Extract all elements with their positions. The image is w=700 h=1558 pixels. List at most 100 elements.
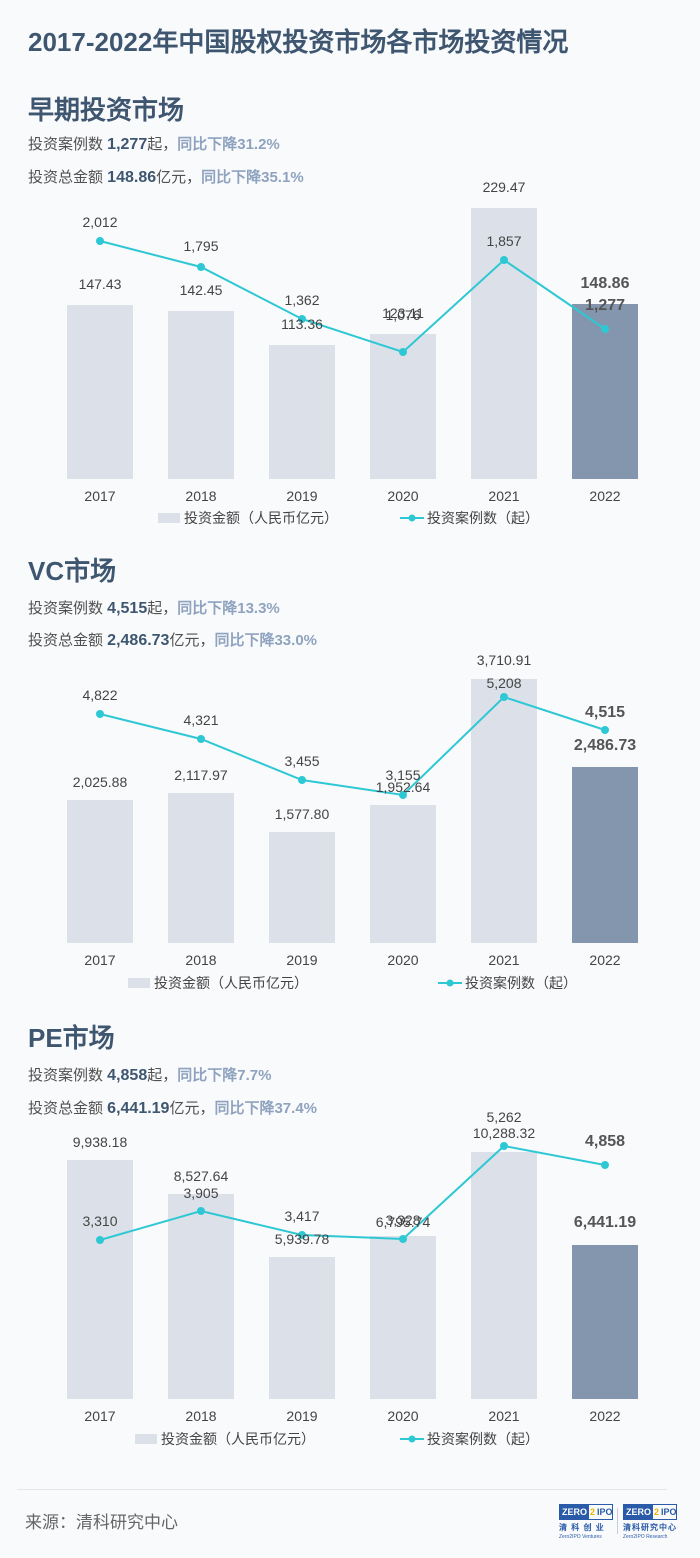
stat-cases-early: 投资案例数 1,277起，同比下降31.2% bbox=[28, 133, 280, 154]
stat-unit: 亿元， bbox=[156, 169, 202, 186]
stat-value: 148.86 bbox=[107, 169, 157, 186]
stat-unit: 起， bbox=[147, 1067, 178, 1084]
stat-value: 2,486.73 bbox=[107, 632, 170, 649]
source-note: 来源：清科研究中心 bbox=[25, 1513, 178, 1532]
line-value-label: 5,262 bbox=[486, 1109, 521, 1125]
cases-line bbox=[99, 240, 606, 354]
legend-line-label: 投资案例数（起） bbox=[427, 510, 539, 526]
legend-line-dot-icon bbox=[408, 1435, 416, 1443]
section-title-vc: VC市场 bbox=[28, 556, 117, 586]
legend-bar-swatch-icon bbox=[128, 978, 150, 988]
logo-en: Zero2IPO Ventures bbox=[559, 1534, 602, 1540]
legend-bar-label: 投资金额（人民币亿元） bbox=[184, 510, 338, 526]
stat-value: 4,515 bbox=[107, 600, 148, 617]
bar-2018 bbox=[168, 793, 234, 943]
x-axis-label: 2021 bbox=[488, 952, 519, 968]
legend-line-dot-icon bbox=[446, 979, 454, 987]
line-point bbox=[399, 791, 407, 799]
logo-cn: 清 科 创 业 bbox=[559, 1523, 605, 1532]
bar-2017 bbox=[67, 800, 133, 943]
stat-label: 投资案例数 bbox=[28, 136, 108, 153]
x-axis-label: 2022 bbox=[589, 488, 620, 504]
legend-bar-swatch-icon bbox=[135, 1434, 157, 1444]
line-value-label: 3,417 bbox=[284, 1208, 319, 1224]
line-point bbox=[197, 1207, 205, 1215]
bar-value-label: 2,025.88 bbox=[73, 774, 128, 790]
stat-label: 投资案例数 bbox=[28, 1067, 108, 1084]
bar-2017 bbox=[67, 305, 133, 479]
stat-label: 投资案例数 bbox=[28, 600, 108, 617]
bar-value-label: 229.47 bbox=[483, 179, 526, 195]
page-title: 2017-2022年中国股权投资市场各市场投资情况 bbox=[28, 27, 569, 57]
bar-2019 bbox=[269, 832, 335, 943]
logo-badge-left: ZERO bbox=[560, 1505, 590, 1519]
bar-value-label: 6,795.74 bbox=[376, 1214, 431, 1230]
cases-line bbox=[99, 1144, 606, 1241]
cases-line bbox=[99, 695, 606, 797]
bar-2018 bbox=[168, 311, 234, 479]
bar-2020 bbox=[370, 805, 436, 943]
x-axis-label: 2019 bbox=[286, 1408, 317, 1424]
line-point bbox=[399, 1235, 407, 1243]
stat-change: 同比下降35.1% bbox=[201, 169, 304, 186]
stat-amount-early: 投资总金额 148.86亿元，同比下降35.1% bbox=[28, 166, 304, 187]
line-value-label: 1,857 bbox=[486, 233, 521, 249]
section-title-early: 早期投资市场 bbox=[28, 95, 185, 125]
line-value-label: 1,277 bbox=[585, 297, 625, 314]
logo-badge-mid: 2 bbox=[654, 1507, 660, 1517]
line-value-label: 3,455 bbox=[284, 753, 319, 769]
stat-change: 同比下降7.7% bbox=[177, 1067, 272, 1084]
line-point bbox=[298, 776, 306, 784]
bar-2020 bbox=[370, 1236, 436, 1399]
bar-value-label: 142.45 bbox=[180, 282, 223, 298]
zero2ipo-research-logo: ZERO 2 IPO 清科研究中心 Zero2IPO Research bbox=[623, 1504, 677, 1540]
stat-change: 同比下降13.3% bbox=[177, 600, 280, 617]
x-axis-label: 2022 bbox=[589, 1408, 620, 1424]
line-point bbox=[96, 710, 104, 718]
x-axis-label: 2017 bbox=[84, 488, 115, 504]
stat-value: 1,277 bbox=[107, 136, 148, 153]
line-value-label: 5,208 bbox=[486, 675, 521, 691]
line-point bbox=[500, 1142, 508, 1150]
line-point bbox=[399, 348, 407, 356]
bar-value-label: 9,938.18 bbox=[73, 1134, 128, 1150]
line-value-label: 1,076 bbox=[385, 307, 420, 323]
logo-badge-right: IPO bbox=[661, 1507, 677, 1517]
stat-unit: 亿元， bbox=[169, 1100, 215, 1117]
line-point bbox=[601, 1161, 609, 1169]
bar-value-label: 2,117.97 bbox=[174, 767, 228, 783]
stat-label: 投资总金额 bbox=[28, 169, 108, 186]
line-point bbox=[96, 1236, 104, 1244]
chart-vc: 2,025.88 2,117.97 1,577.80 1,952.64 3,710.91… bbox=[67, 652, 638, 991]
stat-label: 投资总金额 bbox=[28, 1100, 108, 1117]
stat-change: 同比下降31.2% bbox=[177, 136, 280, 153]
legend-line-dot-icon bbox=[408, 514, 416, 522]
bar-value-label: 1,577.80 bbox=[275, 806, 330, 822]
line-point bbox=[601, 325, 609, 333]
legend-line-label: 投资案例数（起） bbox=[465, 975, 577, 991]
line-value-label: 3,328 bbox=[385, 1212, 420, 1228]
x-axis-label: 2019 bbox=[286, 952, 317, 968]
x-axis-label: 2017 bbox=[84, 1408, 115, 1424]
logo-cn: 清科研究中心 bbox=[623, 1523, 677, 1532]
bar-2021 bbox=[471, 679, 537, 943]
bar-2020 bbox=[370, 334, 436, 479]
bar-value-label: 6,441.19 bbox=[574, 1214, 636, 1231]
stat-change: 同比下降33.0% bbox=[214, 632, 318, 649]
line-value-label: 4,515 bbox=[585, 704, 625, 721]
x-axis-label: 2020 bbox=[387, 952, 418, 968]
line-point bbox=[298, 1231, 306, 1239]
stat-value: 6,441.19 bbox=[107, 1100, 170, 1117]
stat-unit: 起， bbox=[147, 600, 178, 617]
legend-bar-label: 投资金额（人民币亿元） bbox=[154, 975, 308, 991]
line-point bbox=[197, 263, 205, 271]
line-value-label: 1,795 bbox=[183, 238, 218, 254]
bar-value-label: 10,288.32 bbox=[473, 1125, 535, 1141]
logo-badge-mid: 2 bbox=[590, 1507, 596, 1517]
line-value-label: 1,362 bbox=[284, 292, 319, 308]
x-axis-label: 2020 bbox=[387, 1408, 418, 1424]
line-value-label: 3,905 bbox=[183, 1185, 218, 1201]
line-value-label: 3,310 bbox=[82, 1213, 117, 1229]
x-axis-label: 2022 bbox=[589, 952, 620, 968]
x-axis-label: 2018 bbox=[185, 1408, 216, 1424]
